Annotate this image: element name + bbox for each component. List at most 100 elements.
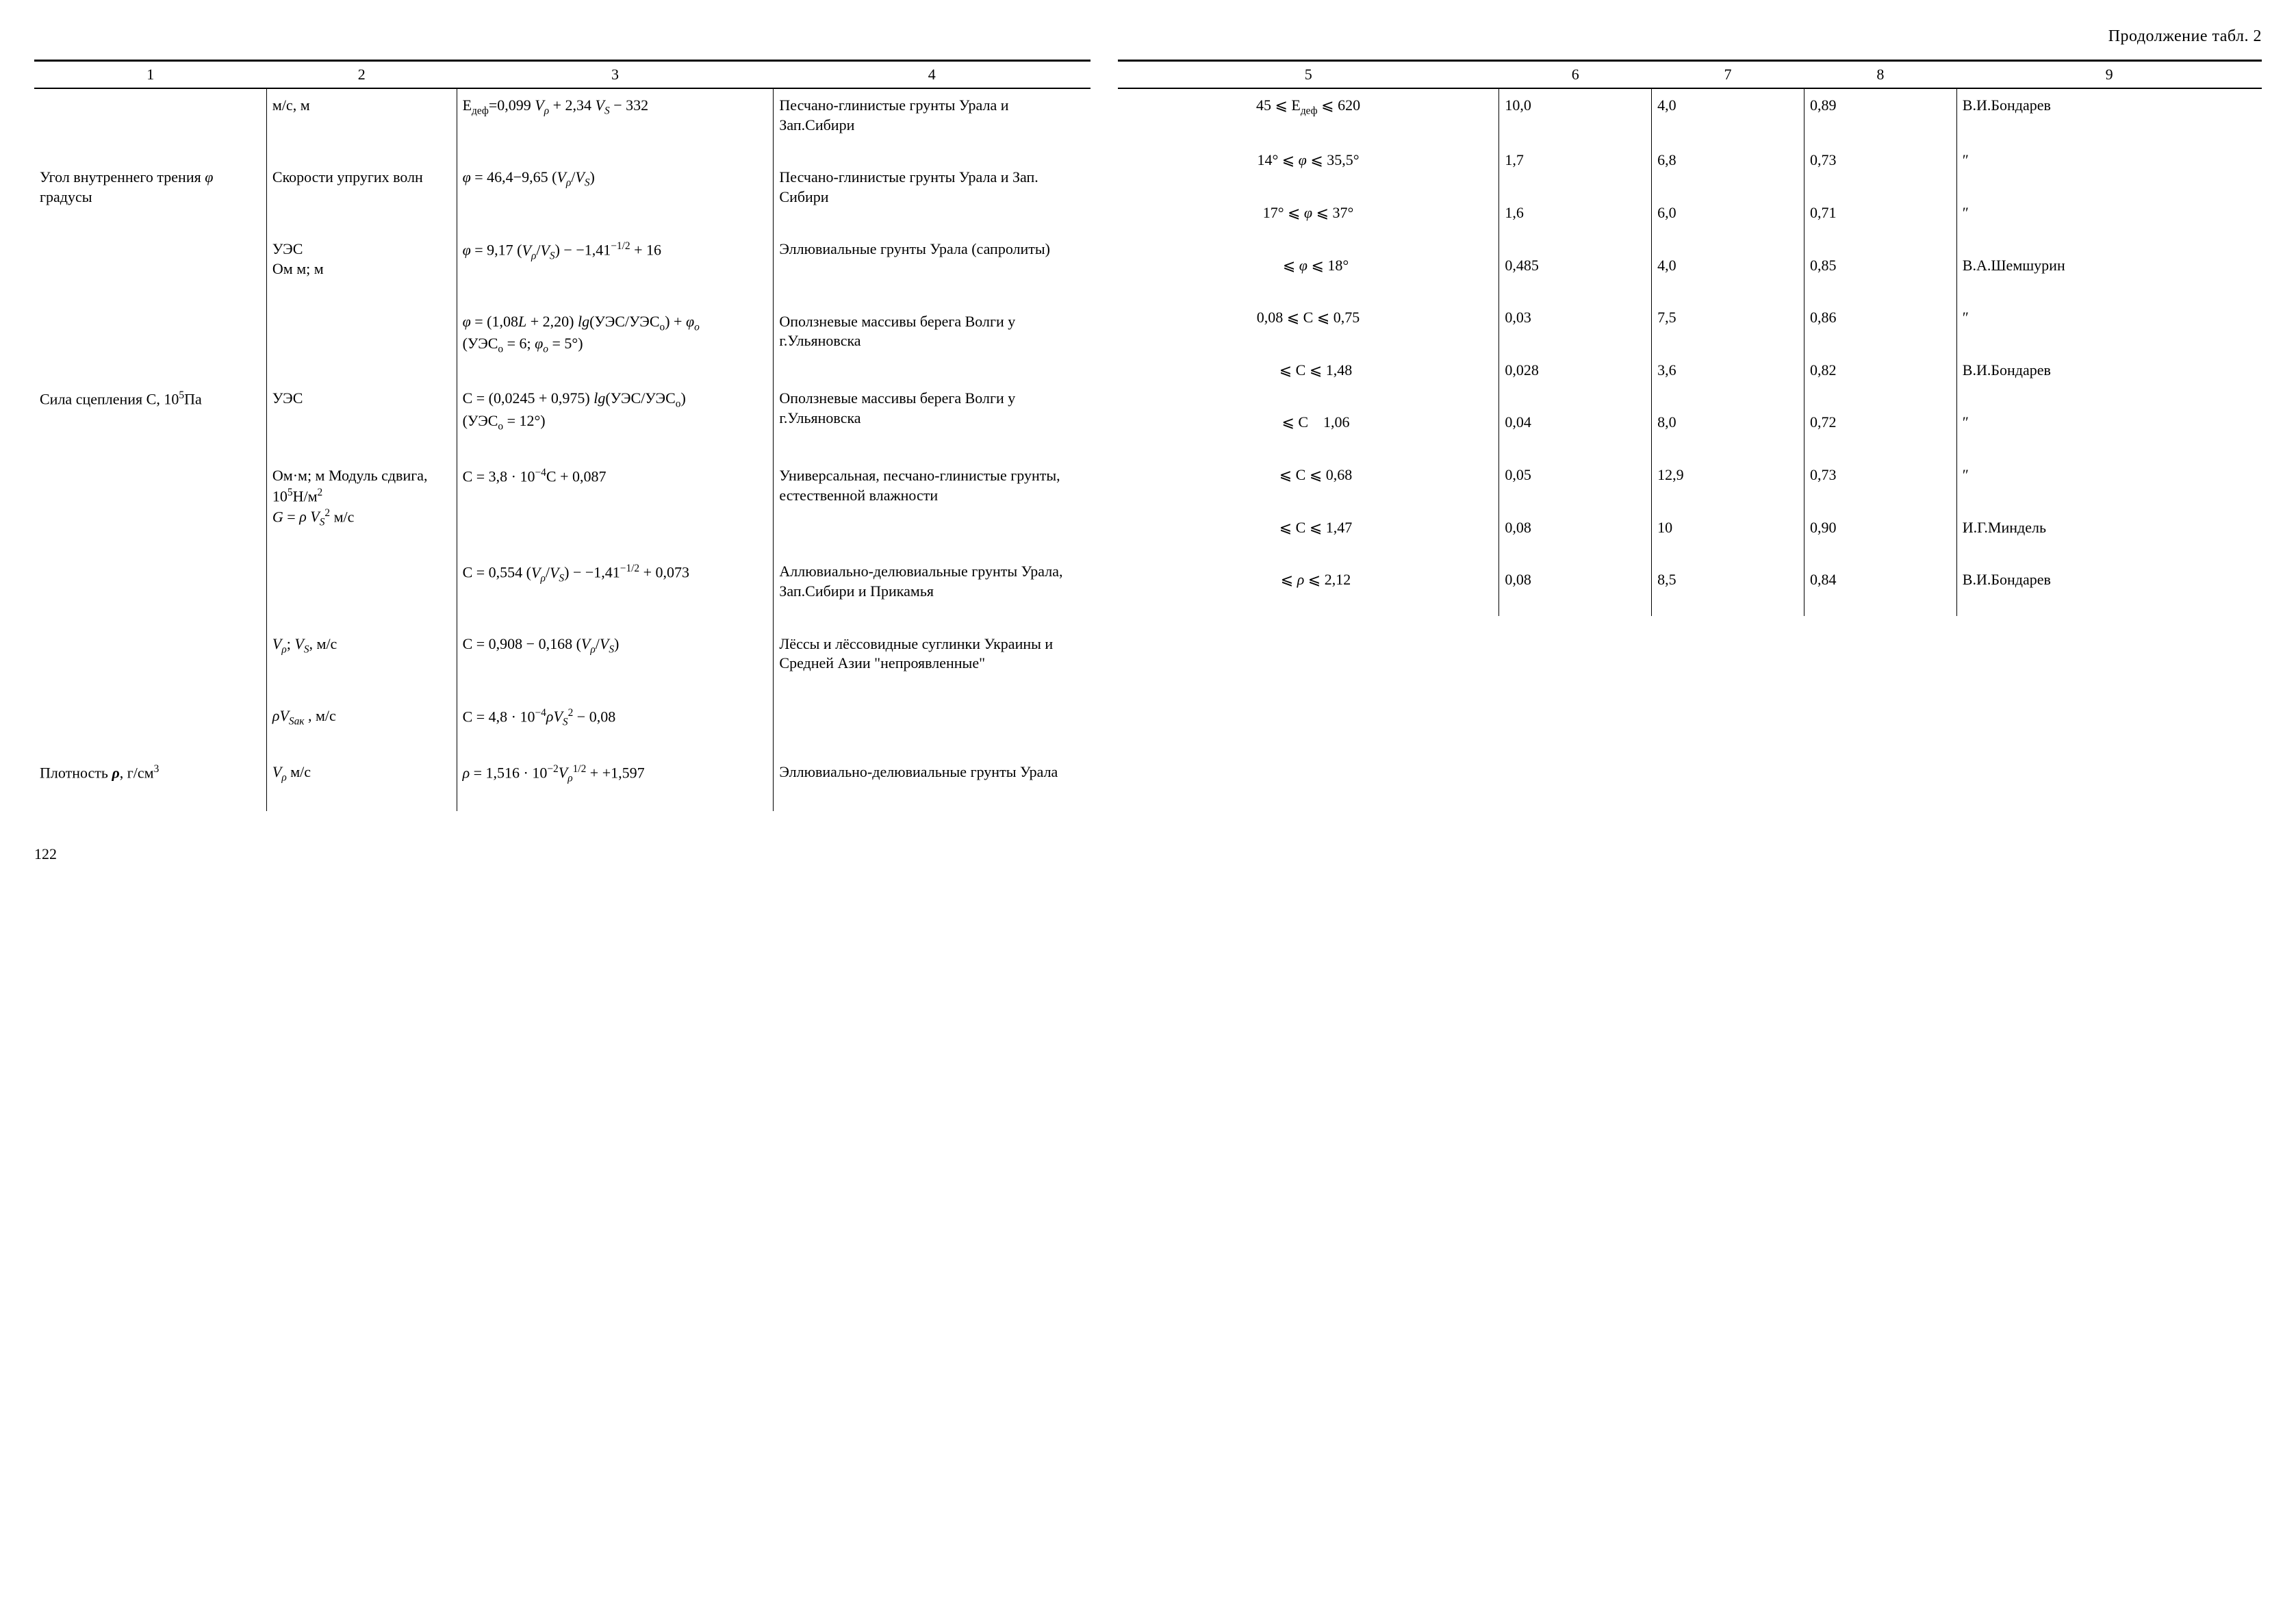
table-row: ⩽ С ⩽ 1,470,08100,90И.Г.Миндель	[1118, 511, 2262, 564]
col-header-6: 6	[1499, 61, 1652, 89]
table-cell: 3,6	[1652, 354, 1804, 407]
table-cell	[34, 233, 266, 305]
table-row: Плотность ρ, г/см3Vρ м/сρ = 1,516 · 10−2…	[34, 756, 1090, 812]
table-cell: ρ = 1,516 · 10−2Vρ1/2 + +1,597	[457, 756, 774, 812]
table-row: ρVSак , м/сС = 4,8 · 10−4ρVS2 − 0,08	[34, 700, 1090, 756]
table-row: 45 ⩽ Eдеф ⩽ 62010,04,00,89В.И.Бондарев	[1118, 88, 2262, 144]
right-table: 5 6 7 8 9 45 ⩽ Eдеф ⩽ 62010,04,00,89В.И.…	[1118, 60, 2262, 616]
table-cell: 45 ⩽ Eдеф ⩽ 620	[1118, 88, 1499, 144]
table-cell: 0,05	[1499, 459, 1652, 511]
table-cell: 6,8	[1652, 144, 1804, 196]
table-cell: 10,0	[1499, 88, 1652, 144]
table-cell: 12,9	[1652, 459, 1804, 511]
left-table: 1 2 3 4 м/с, мEдеф=0,099 Vρ + 2,34 VS − …	[34, 60, 1090, 811]
table-cell: ⩽ ρ ⩽ 2,12	[1118, 563, 1499, 616]
table-cell: 4,0	[1652, 88, 1804, 144]
table-cell	[34, 305, 266, 383]
table-cell: 17° ⩽ φ ⩽ 37°	[1118, 196, 1499, 249]
table-row: Сила сцепления С, 105ПаУЭСС = (0,0245 + …	[34, 382, 1090, 459]
table-cell: ⩽ С ⩽ 0,68	[1118, 459, 1499, 511]
table-cell: 0,03	[1499, 301, 1652, 354]
table-cell: 10	[1652, 511, 1804, 564]
table-cell: В.А.Шемшурин	[1956, 249, 2262, 302]
table-cell: ″	[1956, 196, 2262, 249]
table-cell: м/с, м	[266, 88, 457, 161]
tables-wrapper: 1 2 3 4 м/с, мEдеф=0,099 Vρ + 2,34 VS − …	[34, 60, 2262, 811]
page-number: 122	[34, 845, 2262, 863]
table-cell: ρVSак , м/с	[266, 700, 457, 756]
table-cell: С = (0,0245 + 0,975) lg(УЭС/УЭСо)(УЭСо =…	[457, 382, 774, 459]
table-cell: 8,5	[1652, 563, 1804, 616]
table-cell: Плотность ρ, г/см3	[34, 756, 266, 812]
table-cell: Скорости упругих волн	[266, 161, 457, 233]
table-cell: ″	[1956, 406, 2262, 459]
table-cell: ″	[1956, 144, 2262, 196]
table-cell: 4,0	[1652, 249, 1804, 302]
table-cell: ⩽ φ ⩽ 18°	[1118, 249, 1499, 302]
table-cell: УЭСОм м; м	[266, 233, 457, 305]
table-row: ⩽ С ⩽ 1,480,0283,60,82В.И.Бондарев	[1118, 354, 2262, 407]
table-header-row: 5 6 7 8 9	[1118, 61, 2262, 89]
table-cell: Эллювиально-делювиальные грунты Урала	[774, 756, 1090, 812]
col-header-5: 5	[1118, 61, 1499, 89]
table-cell: 0,89	[1804, 88, 1956, 144]
table-row: ⩽ С ⩽ 0,680,0512,90,73″	[1118, 459, 2262, 511]
table-cell: 0,84	[1804, 563, 1956, 616]
table-cell: С = 3,8 · 10−4С + 0,087	[457, 459, 774, 555]
table-header-row: 1 2 3 4	[34, 61, 1090, 89]
col-header-4: 4	[774, 61, 1090, 89]
table-cell: Оползневые массивы берега Волги у г.Улья…	[774, 305, 1090, 383]
table-cell: ⩽ С 1,06	[1118, 406, 1499, 459]
table-cell: 0,028	[1499, 354, 1652, 407]
table-cell: Vρ; VS, м/с	[266, 628, 457, 700]
table-row: С = 0,554 (Vρ/VS) − −1,41−1/2 + 0,073Алл…	[34, 555, 1090, 627]
table-row: ⩽ ρ ⩽ 2,120,088,50,84В.И.Бондарев	[1118, 563, 2262, 616]
col-header-7: 7	[1652, 61, 1804, 89]
table-cell: И.Г.Миндель	[1956, 511, 2262, 564]
table-row: м/с, мEдеф=0,099 Vρ + 2,34 VS − 332Песча…	[34, 88, 1090, 161]
table-cell: ″	[1956, 459, 2262, 511]
table-cell: 7,5	[1652, 301, 1804, 354]
table-cell: В.И.Бондарев	[1956, 88, 2262, 144]
table-cell: 1,7	[1499, 144, 1652, 196]
table-row: УЭСОм м; мφ = 9,17 (Vρ/VS) − −1,41−1/2 +…	[34, 233, 1090, 305]
table-cell: 0,85	[1804, 249, 1956, 302]
table-cell	[34, 555, 266, 627]
table-row: 0,08 ⩽ С ⩽ 0,750,037,50,86″	[1118, 301, 2262, 354]
table-cell: 0,08 ⩽ С ⩽ 0,75	[1118, 301, 1499, 354]
table-cell: С = 0,554 (Vρ/VS) − −1,41−1/2 + 0,073	[457, 555, 774, 627]
table-cell: Сила сцепления С, 105Па	[34, 382, 266, 459]
table-cell: 0,71	[1804, 196, 1956, 249]
col-header-2: 2	[266, 61, 457, 89]
table-row: ⩽ С 1,060,048,00,72″	[1118, 406, 2262, 459]
table-row: Угол внутреннего трения φ градусыСкорост…	[34, 161, 1090, 233]
col-header-3: 3	[457, 61, 774, 89]
table-cell: ⩽ С ⩽ 1,48	[1118, 354, 1499, 407]
table-continuation-label: Продолжение табл. 2	[34, 27, 2262, 46]
table-row: Ом·м; м Модуль сдвига, 105Н/м2G = ρ VS2 …	[34, 459, 1090, 555]
table-cell: Универсальная, песчано-глинистые грунты,…	[774, 459, 1090, 555]
table-row: Vρ; VS, м/сС = 0,908 − 0,168 (Vρ/VS)Лёсс…	[34, 628, 1090, 700]
table-cell: 0,86	[1804, 301, 1956, 354]
table-cell: Eдеф=0,099 Vρ + 2,34 VS − 332	[457, 88, 774, 161]
table-cell: Песчано-глинистые грунты Урала и Зап.Сиб…	[774, 88, 1090, 161]
table-cell: Песчано-глинистые грунты Урала и Зап. Си…	[774, 161, 1090, 233]
table-cell: 8,0	[1652, 406, 1804, 459]
table-cell: 0,485	[1499, 249, 1652, 302]
table-cell: 0,72	[1804, 406, 1956, 459]
table-cell	[266, 305, 457, 383]
table-cell	[266, 555, 457, 627]
table-cell: φ = 46,4−9,65 (Vρ/VS)	[457, 161, 774, 233]
table-row: 14° ⩽ φ ⩽ 35,5°1,76,80,73″	[1118, 144, 2262, 196]
table-row: ⩽ φ ⩽ 18°0,4854,00,85В.А.Шемшурин	[1118, 249, 2262, 302]
table-cell: 0,90	[1804, 511, 1956, 564]
table-cell: 0,73	[1804, 459, 1956, 511]
table-cell: Ом·м; м Модуль сдвига, 105Н/м2G = ρ VS2 …	[266, 459, 457, 555]
col-header-8: 8	[1804, 61, 1956, 89]
table-cell: 0,04	[1499, 406, 1652, 459]
table-cell: УЭС	[266, 382, 457, 459]
table-cell	[34, 459, 266, 555]
table-cell	[34, 88, 266, 161]
table-cell: С = 0,908 − 0,168 (Vρ/VS)	[457, 628, 774, 700]
table-cell: 0,08	[1499, 511, 1652, 564]
